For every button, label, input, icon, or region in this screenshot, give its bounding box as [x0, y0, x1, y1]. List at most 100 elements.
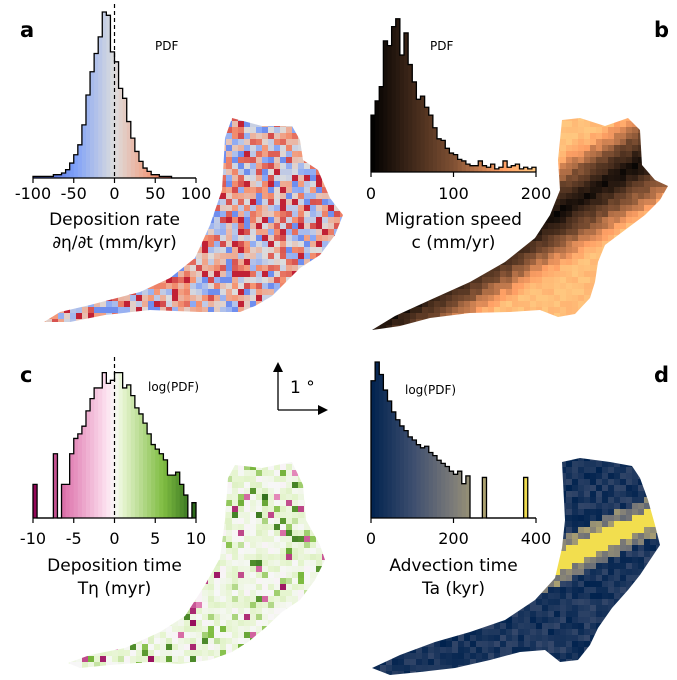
map-cell — [118, 265, 124, 271]
map-cell — [458, 265, 464, 271]
map-cell — [638, 235, 644, 241]
map-cell — [88, 193, 94, 199]
map-cell — [500, 259, 506, 265]
map-cell — [166, 602, 172, 608]
map-cell — [304, 632, 310, 638]
map-cell — [548, 295, 554, 301]
map-cell — [458, 283, 464, 289]
map-cell — [298, 127, 304, 133]
map-cell — [380, 325, 386, 330]
map-cell — [316, 476, 322, 482]
map-cell — [106, 608, 112, 614]
map-cell — [452, 295, 458, 301]
map-cell — [548, 175, 554, 181]
map-cell — [298, 235, 304, 241]
map-cell — [232, 512, 238, 518]
map-cell — [386, 175, 392, 181]
map-cell — [542, 118, 548, 121]
map-cell — [638, 259, 644, 265]
map-cell — [262, 554, 268, 560]
map-cell — [304, 572, 310, 578]
map-cell — [118, 295, 124, 301]
map-cell — [334, 187, 340, 193]
map-cell — [340, 295, 343, 301]
map-cell — [214, 506, 220, 512]
map-cell — [602, 241, 608, 247]
map-cell — [626, 151, 632, 157]
map-cell — [512, 331, 518, 337]
map-cell — [590, 151, 596, 157]
map-cell — [244, 560, 250, 566]
map-cell — [458, 289, 464, 295]
map-cell — [334, 265, 340, 271]
map-cell — [172, 530, 178, 536]
map-cell — [112, 608, 118, 614]
map-cell — [590, 175, 596, 181]
map-cell — [644, 118, 650, 121]
map-cell — [232, 259, 238, 265]
map-cell — [238, 199, 244, 205]
map-cell — [304, 211, 310, 217]
map-cell — [208, 566, 214, 572]
map-cell — [668, 169, 674, 175]
map-cell — [226, 169, 232, 175]
map-cell — [322, 187, 328, 193]
map-cell — [644, 163, 650, 169]
map-cell — [232, 476, 238, 482]
map-cell — [68, 578, 70, 584]
map-cell — [494, 151, 500, 157]
map-cell — [410, 301, 416, 307]
map-cell — [578, 133, 584, 139]
map-cell — [52, 301, 58, 307]
map-cell — [340, 145, 343, 151]
map-cell — [566, 187, 572, 193]
map-cell — [214, 476, 220, 482]
map-cell — [292, 229, 298, 235]
map-cell — [250, 247, 256, 253]
map-cell — [160, 169, 166, 175]
map-cell — [130, 253, 136, 259]
map-cell — [118, 253, 124, 259]
map-cell — [316, 157, 322, 163]
map-cell — [620, 229, 626, 235]
map-cell — [530, 133, 536, 139]
map-cell — [100, 289, 106, 295]
map-cell — [566, 283, 572, 289]
map-cell — [68, 590, 70, 596]
map-cell — [238, 271, 244, 277]
map-cell — [572, 229, 578, 235]
map-cell — [452, 313, 458, 319]
map-cell — [584, 121, 590, 127]
map-cell — [650, 169, 656, 175]
map-cell — [280, 560, 286, 566]
map-cell — [244, 181, 250, 187]
map-cell — [602, 217, 608, 223]
map-cell — [578, 151, 584, 157]
map-cell — [626, 331, 632, 337]
map-cell — [280, 235, 286, 241]
map-cell — [298, 518, 304, 524]
map-cell — [226, 596, 232, 602]
map-cell — [632, 229, 638, 235]
map-cell — [536, 175, 542, 181]
map-cell — [286, 530, 292, 536]
map-cell — [578, 223, 584, 229]
map-cell — [572, 139, 578, 145]
map-cell — [292, 500, 298, 506]
map-cell — [292, 566, 298, 572]
map-cell — [506, 133, 512, 139]
map-cell — [554, 277, 560, 283]
map-cell — [316, 265, 322, 271]
map-cell — [304, 289, 310, 295]
map-cell — [70, 265, 76, 271]
map-cell — [638, 331, 644, 337]
map-cell — [286, 566, 292, 572]
map-cell — [422, 277, 428, 283]
map-cell — [286, 265, 292, 271]
map-cell — [416, 265, 422, 271]
map-cell — [244, 169, 250, 175]
map-cell — [440, 277, 446, 283]
map-cell — [584, 229, 590, 235]
map-cell — [334, 271, 340, 277]
map-cell — [70, 608, 76, 614]
